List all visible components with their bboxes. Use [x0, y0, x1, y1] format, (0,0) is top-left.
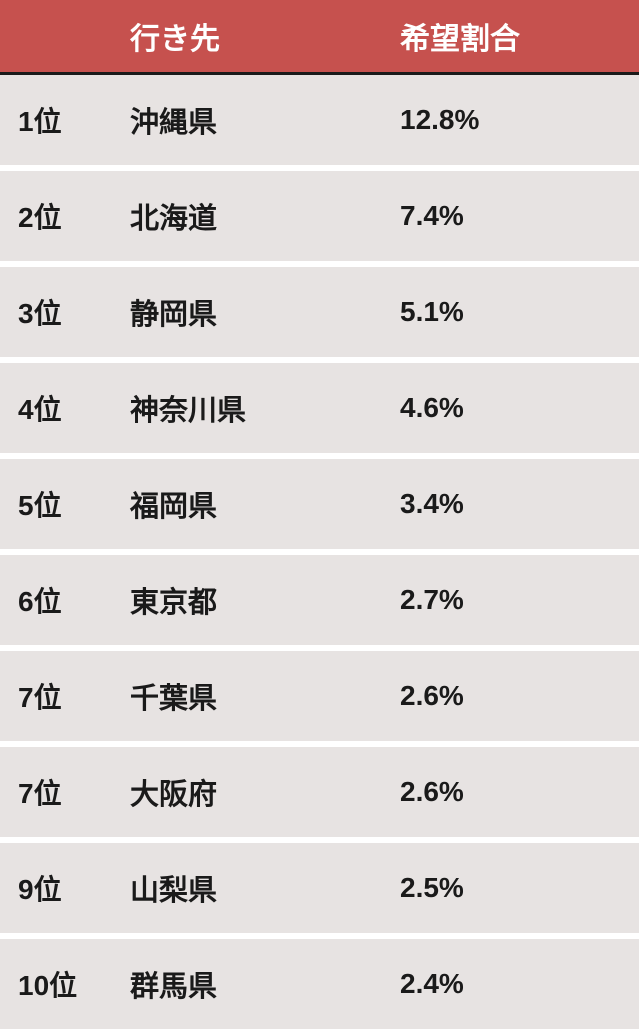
- table-row: 9位 山梨県 2.5%: [0, 840, 639, 936]
- percentage-cell: 2.6%: [400, 744, 639, 840]
- rank-cell: 7位: [0, 744, 130, 840]
- percentage-cell: 7.4%: [400, 168, 639, 264]
- rank-cell: 3位: [0, 264, 130, 360]
- percentage-cell: 12.8%: [400, 74, 639, 169]
- destination-cell: 沖縄県: [130, 74, 400, 169]
- percentage-cell: 4.6%: [400, 360, 639, 456]
- table-row: 2位 北海道 7.4%: [0, 168, 639, 264]
- destination-cell: 北海道: [130, 168, 400, 264]
- destination-cell: 千葉県: [130, 648, 400, 744]
- header-percentage: 希望割合: [400, 0, 639, 74]
- rank-cell: 2位: [0, 168, 130, 264]
- table-row: 10位 群馬県 2.4%: [0, 936, 639, 1032]
- rank-cell: 1位: [0, 74, 130, 169]
- rank-cell: 6位: [0, 552, 130, 648]
- header-destination: 行き先: [130, 0, 400, 74]
- percentage-cell: 2.5%: [400, 840, 639, 936]
- table-row: 5位 福岡県 3.4%: [0, 456, 639, 552]
- destination-cell: 大阪府: [130, 744, 400, 840]
- rank-cell: 9位: [0, 840, 130, 936]
- percentage-cell: 3.4%: [400, 456, 639, 552]
- table-row: 4位 神奈川県 4.6%: [0, 360, 639, 456]
- destination-cell: 群馬県: [130, 936, 400, 1032]
- destination-cell: 山梨県: [130, 840, 400, 936]
- table-row: 7位 大阪府 2.6%: [0, 744, 639, 840]
- percentage-cell: 2.6%: [400, 648, 639, 744]
- table-row: 3位 静岡県 5.1%: [0, 264, 639, 360]
- percentage-cell: 5.1%: [400, 264, 639, 360]
- header-rank: [0, 0, 130, 74]
- rank-cell: 4位: [0, 360, 130, 456]
- rank-cell: 7位: [0, 648, 130, 744]
- destination-cell: 神奈川県: [130, 360, 400, 456]
- rank-cell: 10位: [0, 936, 130, 1032]
- destination-cell: 福岡県: [130, 456, 400, 552]
- rank-cell: 5位: [0, 456, 130, 552]
- table-row: 1位 沖縄県 12.8%: [0, 74, 639, 169]
- destination-cell: 東京都: [130, 552, 400, 648]
- table-row: 6位 東京都 2.7%: [0, 552, 639, 648]
- percentage-cell: 2.4%: [400, 936, 639, 1032]
- destination-cell: 静岡県: [130, 264, 400, 360]
- percentage-cell: 2.7%: [400, 552, 639, 648]
- table-header-row: 行き先 希望割合: [0, 0, 639, 74]
- ranking-table: 行き先 希望割合 1位 沖縄県 12.8% 2位 北海道 7.4% 3位 静岡県…: [0, 0, 639, 1035]
- table-row: 7位 千葉県 2.6%: [0, 648, 639, 744]
